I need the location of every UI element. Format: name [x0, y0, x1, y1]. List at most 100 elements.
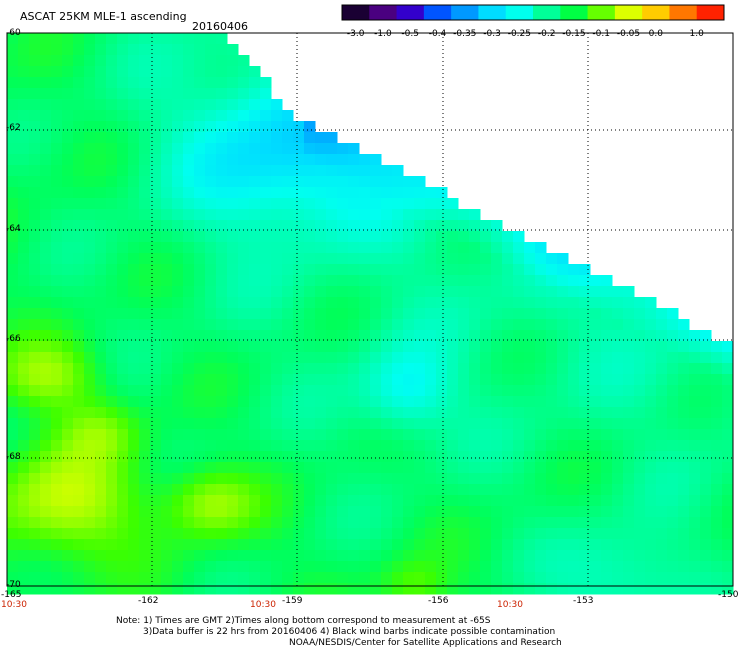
data-cell [348, 308, 360, 320]
data-cell [139, 264, 151, 276]
data-cell [700, 440, 712, 452]
data-cell [249, 198, 261, 210]
data-cell [29, 407, 41, 419]
data-cell [62, 33, 74, 45]
data-cell [205, 330, 217, 342]
data-cell [700, 473, 712, 485]
colorbar-segment [696, 5, 725, 20]
data-cell [557, 308, 569, 320]
data-cell [7, 550, 19, 562]
data-cell [425, 528, 437, 540]
data-cell [205, 572, 217, 584]
data-cell [139, 220, 151, 232]
data-cell [667, 440, 679, 452]
data-cell [260, 572, 272, 584]
data-cell [524, 253, 536, 265]
data-cell [150, 242, 162, 254]
data-cell [304, 154, 316, 166]
data-cell [249, 297, 261, 309]
data-cell [326, 495, 338, 507]
data-cell [502, 286, 514, 298]
data-cell [293, 495, 305, 507]
data-cell [535, 286, 547, 298]
data-cell [161, 165, 173, 177]
data-cell [392, 517, 404, 529]
data-cell [293, 528, 305, 540]
data-cell [722, 429, 734, 441]
data-cell [502, 418, 514, 430]
data-cell [348, 583, 360, 595]
data-cell [183, 264, 195, 276]
data-cell [326, 297, 338, 309]
data-cell [205, 66, 217, 78]
data-cell [480, 539, 492, 551]
data-cell [359, 451, 371, 463]
data-cell [260, 231, 272, 243]
data-cell [700, 418, 712, 430]
data-cell [348, 462, 360, 474]
data-cell [392, 341, 404, 353]
data-cell [513, 286, 525, 298]
data-cell [348, 330, 360, 342]
data-cell [194, 341, 206, 353]
data-cell [51, 99, 63, 111]
data-cell [535, 319, 547, 331]
note-line-2: 3)Data buffer is 22 hrs from 20160406 4)… [143, 627, 556, 637]
data-cell [612, 539, 624, 551]
data-cell [425, 484, 437, 496]
time-label: 10:30 [497, 600, 523, 610]
data-cell [634, 440, 646, 452]
data-cell [84, 253, 96, 265]
data-cell [370, 407, 382, 419]
data-cell [579, 550, 591, 562]
data-cell [117, 330, 129, 342]
data-cell [271, 275, 283, 287]
data-cell [315, 187, 327, 199]
data-cell [601, 308, 613, 320]
data-cell [62, 88, 74, 100]
data-cell [403, 473, 415, 485]
data-cell [40, 121, 52, 133]
data-cell [62, 550, 74, 562]
data-cell [293, 286, 305, 298]
data-cell [392, 319, 404, 331]
data-cell [480, 561, 492, 573]
data-cell [579, 352, 591, 364]
data-cell [183, 55, 195, 67]
colorbar-tick-label: -0.4 [429, 29, 447, 39]
data-cell [106, 121, 118, 133]
data-cell [73, 242, 85, 254]
data-cell [216, 220, 228, 232]
data-cell [436, 407, 448, 419]
data-cell [359, 473, 371, 485]
data-cell [84, 121, 96, 133]
data-cell [7, 583, 19, 595]
data-cell [282, 429, 294, 441]
data-cell [183, 440, 195, 452]
data-cell [128, 44, 140, 56]
time-label: 10:30 [250, 600, 276, 610]
data-cell [205, 88, 217, 100]
data-cell [722, 451, 734, 463]
data-cell [238, 451, 250, 463]
data-cell [128, 363, 140, 375]
data-cell [403, 418, 415, 430]
data-cell [271, 143, 283, 155]
data-cell [282, 407, 294, 419]
data-cell [458, 275, 470, 287]
data-cell [249, 363, 261, 375]
data-cell [51, 275, 63, 287]
data-cell [106, 209, 118, 221]
data-cell [304, 341, 316, 353]
data-cell [568, 374, 580, 386]
data-cell [161, 143, 173, 155]
data-cell [370, 462, 382, 474]
data-cell [381, 341, 393, 353]
data-cell [205, 528, 217, 540]
data-cell [447, 330, 459, 342]
data-cell [711, 495, 723, 507]
data-cell [7, 396, 19, 408]
data-cell [447, 495, 459, 507]
data-cell [480, 495, 492, 507]
data-cell [656, 517, 668, 529]
